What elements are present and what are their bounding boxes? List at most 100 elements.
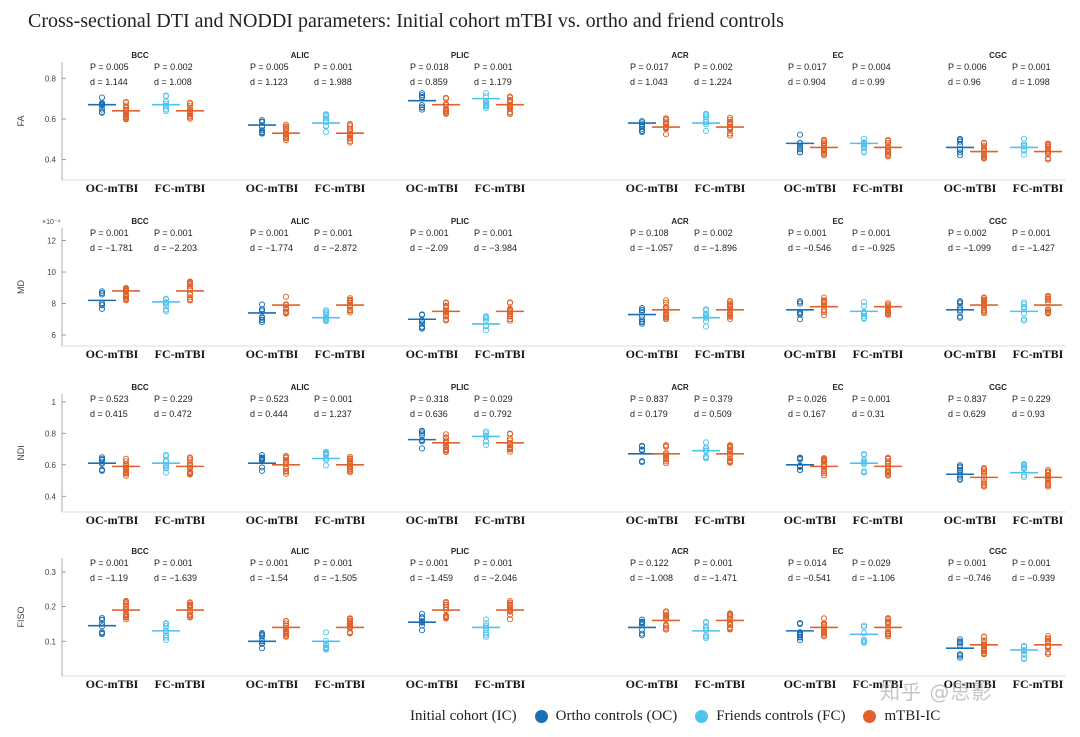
comparison-label: OC-mTBI [86, 677, 139, 691]
data-point [1044, 650, 1052, 657]
data-point [860, 299, 868, 306]
data-point [346, 615, 354, 622]
data-point [122, 297, 130, 304]
legend-item-fc: Friends controls (FC) [695, 708, 845, 725]
data-point [186, 457, 194, 464]
data-point [346, 295, 354, 302]
data-point [418, 430, 426, 437]
data-point [820, 458, 828, 465]
d-value-label: d = −1.459 [410, 573, 453, 583]
data-point [442, 300, 450, 307]
y-tick-label: 0.4 [45, 156, 57, 165]
p-value-label: P = 0.017 [630, 62, 669, 72]
data-point [162, 302, 170, 309]
y-tick-label: 0.2 [45, 603, 57, 612]
data-point [442, 613, 450, 620]
data-point [662, 131, 670, 138]
comparison-label: FC-mTBI [475, 677, 526, 691]
data-point [482, 104, 490, 112]
y-axis-exponent: ×10⁻⁴ [42, 219, 61, 226]
data-point [258, 305, 266, 313]
d-value-label: d = −1.106 [852, 573, 895, 583]
data-point [796, 456, 804, 463]
legend-item-mtbi: mTBI-IC [863, 708, 940, 725]
p-value-label: P = 0.018 [410, 62, 449, 72]
comparison-label: OC-mTBI [246, 181, 299, 195]
d-value-label: d = −0.925 [852, 243, 895, 253]
watermark-text: 知乎 @思影 [880, 680, 993, 704]
data-point [162, 107, 170, 114]
data-point [258, 130, 266, 137]
y-axis-label: NDI [16, 445, 26, 461]
data-point [258, 455, 266, 462]
data-point [1020, 648, 1028, 655]
region-title: EC [832, 217, 843, 226]
region-title: ALIC [291, 547, 310, 556]
data-point [258, 319, 266, 326]
data-point [418, 104, 426, 111]
data-point [186, 115, 194, 122]
data-point [186, 294, 194, 301]
data-point [662, 116, 670, 123]
data-point [1020, 460, 1028, 468]
p-value-label: P = 0.001 [1012, 228, 1051, 238]
data-point [258, 314, 266, 321]
region-title: ACR [671, 217, 689, 226]
data-point [258, 127, 266, 134]
p-value-label: P = 0.318 [410, 394, 449, 404]
y-axis-label: MD [16, 280, 26, 294]
data-point [418, 325, 426, 332]
p-value-label: P = 0.002 [694, 228, 733, 238]
data-point [980, 483, 988, 490]
comparison-label: FC-mTBI [1013, 513, 1064, 527]
data-point [796, 131, 804, 138]
data-point [662, 624, 670, 631]
data-point [322, 462, 330, 469]
d-value-label: d = 0.636 [410, 409, 448, 419]
p-value-label: P = 0.001 [90, 558, 129, 568]
data-point [346, 137, 354, 145]
comparison-label: FC-mTBI [853, 677, 904, 691]
comparison-label: FC-mTBI [695, 347, 746, 361]
data-point [726, 116, 734, 123]
d-value-label: d = 1.988 [314, 77, 352, 87]
data-point [638, 128, 646, 135]
data-point [482, 90, 490, 97]
p-value-label: P = 0.001 [788, 228, 827, 238]
data-point [506, 106, 514, 113]
p-value-label: P = 0.837 [630, 394, 669, 404]
data-point [662, 441, 670, 449]
data-point [122, 455, 130, 462]
data-point [726, 452, 734, 459]
d-value-label: d = 0.444 [250, 409, 288, 419]
data-point [956, 475, 964, 482]
data-point [638, 442, 646, 449]
p-value-label: P = 0.001 [694, 558, 733, 568]
p-value-label: P = 0.002 [694, 62, 733, 72]
data-point [726, 312, 734, 319]
data-point [482, 327, 490, 334]
data-point [282, 131, 290, 138]
data-point [506, 611, 514, 618]
data-point [282, 633, 290, 640]
data-point [956, 313, 964, 320]
p-value-label: P = 0.523 [250, 394, 289, 404]
comparison-label: FC-mTBI [695, 513, 746, 527]
data-point [282, 456, 290, 464]
data-point [506, 317, 514, 324]
data-point [884, 137, 892, 144]
d-value-label: d = 1.043 [630, 77, 668, 87]
figure-title: Cross-sectional DTI and NODDI parameters… [28, 10, 784, 32]
data-point [820, 468, 828, 475]
data-point [186, 455, 194, 462]
region-title: PLIC [451, 217, 469, 226]
legend-item-oc: Ortho controls (OC) [534, 708, 677, 725]
p-value-label: P = 0.001 [852, 394, 891, 404]
data-point [418, 102, 426, 109]
data-point [322, 310, 330, 317]
data-point [956, 651, 964, 658]
data-point [662, 452, 670, 459]
data-point [662, 609, 670, 616]
data-point [1020, 317, 1028, 324]
data-point [638, 459, 646, 466]
